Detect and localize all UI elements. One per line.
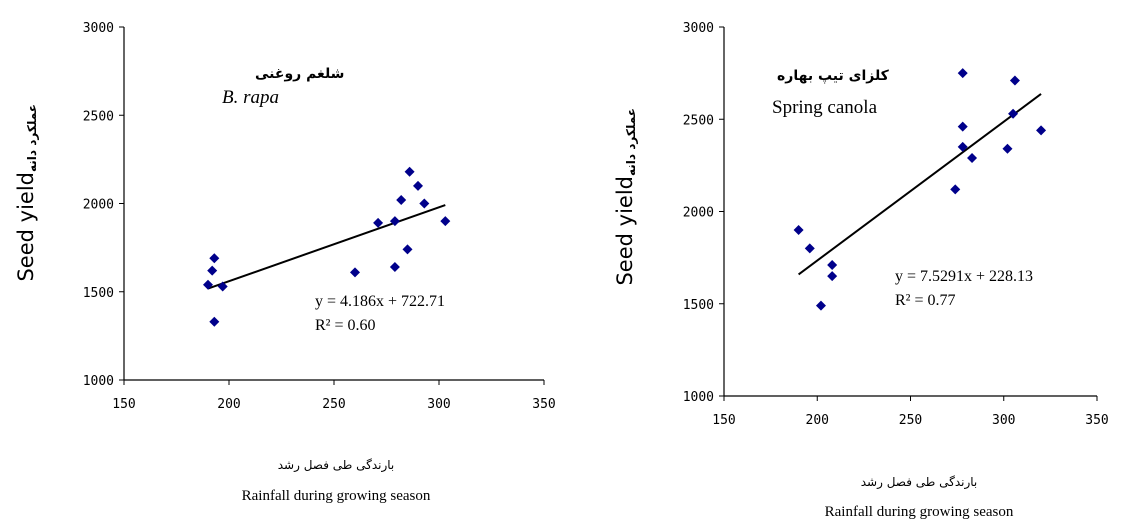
y-tick-label: 1000: [83, 374, 114, 389]
data-point: [967, 152, 978, 163]
data-point: [950, 184, 961, 195]
data-point: [350, 267, 360, 278]
x-tick-label: 150: [112, 397, 135, 412]
data-point: [957, 141, 968, 152]
data-point: [404, 166, 415, 177]
y-axis-label-en: Seed yield: [14, 172, 38, 282]
y-axis-label-fa: عملکرد دانه: [624, 108, 638, 176]
y-tick-label: 2000: [683, 206, 714, 221]
trendline: [798, 93, 1042, 276]
chart-title-en: B. rapa: [222, 87, 279, 108]
data-point: [402, 244, 413, 255]
regression-equation: y = 7.5291x + 228.13: [895, 268, 1033, 285]
x-axis-label-fa: بارندگی طی فصل رشد: [861, 475, 978, 490]
data-point: [804, 243, 815, 254]
data-point: [373, 217, 384, 228]
plot-area: [724, 27, 1097, 396]
data-point: [957, 68, 968, 79]
chart-title-fa: شلغم روغنی: [255, 66, 344, 82]
x-tick-label: 250: [899, 413, 922, 428]
x-tick-label: 300: [427, 397, 450, 412]
chart-brapa-svg: 3000 2500 2000 1500 1000 150 200 250 300 350 شلغم…: [14, 21, 556, 504]
x-tick-label: 150: [712, 413, 735, 428]
y-tick-label: 3000: [83, 21, 114, 36]
data-point: [389, 262, 400, 273]
y-tick-label: 2000: [83, 198, 114, 213]
x-tick-label: 300: [992, 413, 1015, 428]
data-point: [1009, 75, 1020, 86]
data-point: [827, 271, 838, 282]
y-axis-label-en: Seed yield: [613, 176, 637, 286]
data-point: [1008, 108, 1019, 119]
data-point: [389, 216, 400, 227]
chart-spring-canola: 3000 2500 2000 1500 1000 150 200 250 300 350 کلزا…: [562, 0, 1124, 522]
data-point: [209, 316, 220, 327]
x-tick-label: 250: [322, 397, 345, 412]
data-point: [440, 216, 451, 227]
r-squared: R² = 0.60: [315, 317, 376, 334]
x-tick-label: 200: [806, 413, 829, 428]
data-point: [207, 265, 218, 276]
r-squared: R² = 0.77: [895, 292, 956, 309]
y-tick-label: 2500: [683, 113, 714, 128]
x-tick-label: 200: [217, 397, 240, 412]
chart-title-en: Spring canola: [772, 97, 878, 118]
chart-spring-canola-svg: 3000 2500 2000 1500 1000 150 200 250 300 350 کلزا…: [613, 21, 1109, 520]
trendline: [207, 204, 446, 290]
y-tick-label: 1500: [683, 298, 714, 313]
y-tick-label: 2500: [83, 109, 114, 124]
data-point: [209, 253, 220, 264]
data-point: [203, 279, 213, 290]
data-point: [413, 180, 423, 191]
data-point: [815, 300, 826, 311]
y-tick-label: 1000: [683, 390, 714, 405]
plot-area: [124, 27, 544, 380]
data-point: [396, 194, 407, 205]
data-point: [957, 121, 968, 132]
x-axis-label-en: Rainfall during growing season: [242, 488, 431, 504]
x-tick-label: 350: [532, 397, 555, 412]
data-point: [1002, 143, 1013, 154]
y-tick-label: 1500: [83, 286, 114, 301]
x-tick-label: 350: [1085, 413, 1108, 428]
regression-equation: y = 4.186x + 722.71: [315, 293, 445, 310]
x-axis-label-fa: بارندگی طی فصل رشد: [278, 458, 395, 473]
data-point: [217, 281, 228, 292]
y-axis-label-fa: عملکرد دانه: [25, 104, 39, 172]
data-point: [793, 224, 804, 235]
y-tick-label: 3000: [683, 21, 714, 36]
data-point: [419, 198, 430, 209]
data-point: [827, 260, 838, 271]
chart-title-fa: کلزای تیپ بهاره: [777, 68, 890, 84]
data-point: [1036, 125, 1047, 136]
x-axis-label-en: Rainfall during growing season: [825, 504, 1014, 520]
chart-brapa: 3000 2500 2000 1500 1000 150 200 250 300 350 شلغم…: [14, 21, 556, 504]
